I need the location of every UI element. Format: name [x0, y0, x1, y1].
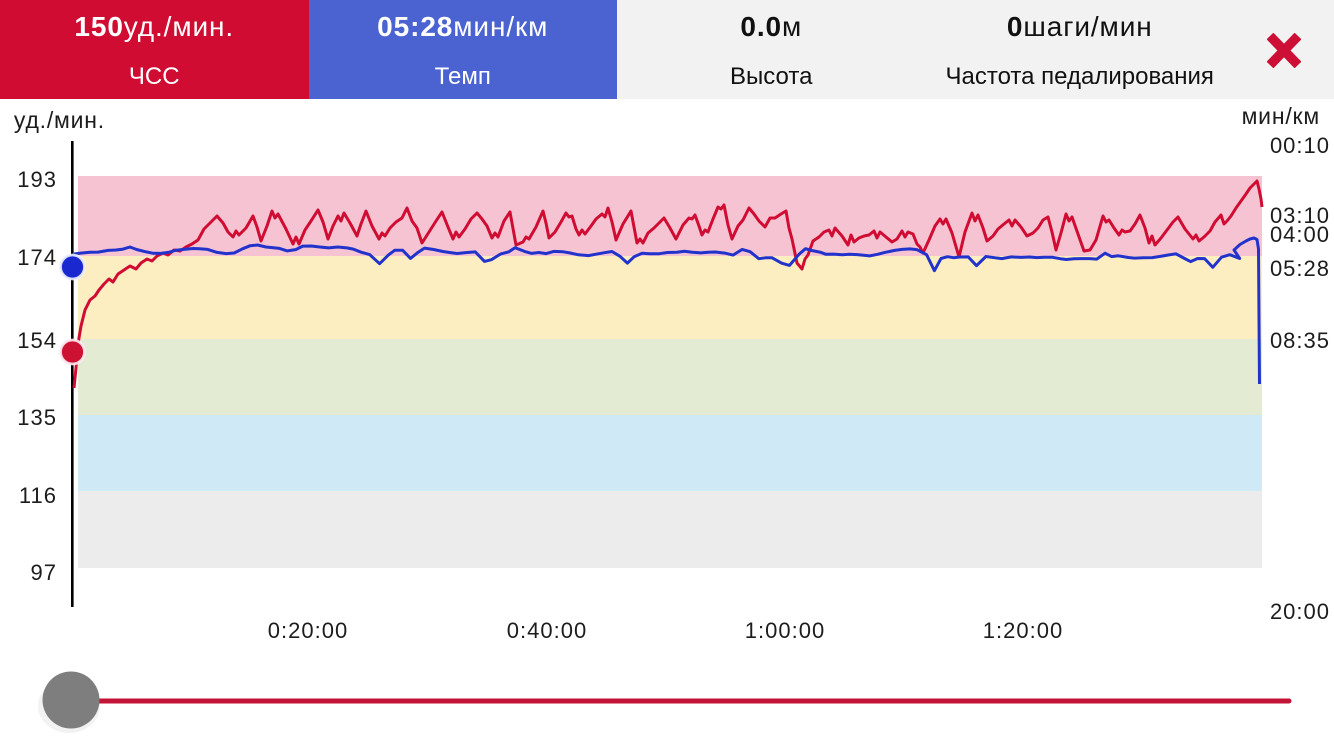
- svg-text:1:00:00: 1:00:00: [745, 618, 825, 643]
- svg-text:116: 116: [19, 483, 57, 508]
- svg-text:1:20:00: 1:20:00: [983, 618, 1063, 643]
- svg-text:20:00: 20:00: [1270, 599, 1330, 624]
- svg-text:193: 193: [17, 167, 57, 192]
- svg-text:174: 174: [17, 245, 57, 270]
- svg-text:0:40:00: 0:40:00: [507, 618, 587, 643]
- svg-text:04:00: 04:00: [1270, 222, 1330, 247]
- svg-text:135: 135: [17, 405, 57, 430]
- svg-text:97: 97: [31, 560, 57, 585]
- svg-text:03:10: 03:10: [1270, 203, 1330, 228]
- svg-text:05:28: 05:28: [1270, 256, 1330, 281]
- svg-text:00:10: 00:10: [1270, 133, 1330, 158]
- svg-text:мин/км: мин/км: [1242, 103, 1320, 129]
- svg-text:0:20:00: 0:20:00: [268, 618, 348, 643]
- svg-text:уд./мин.: уд./мин.: [14, 107, 105, 133]
- svg-text:154: 154: [17, 328, 57, 353]
- svg-text:08:35: 08:35: [1270, 328, 1330, 353]
